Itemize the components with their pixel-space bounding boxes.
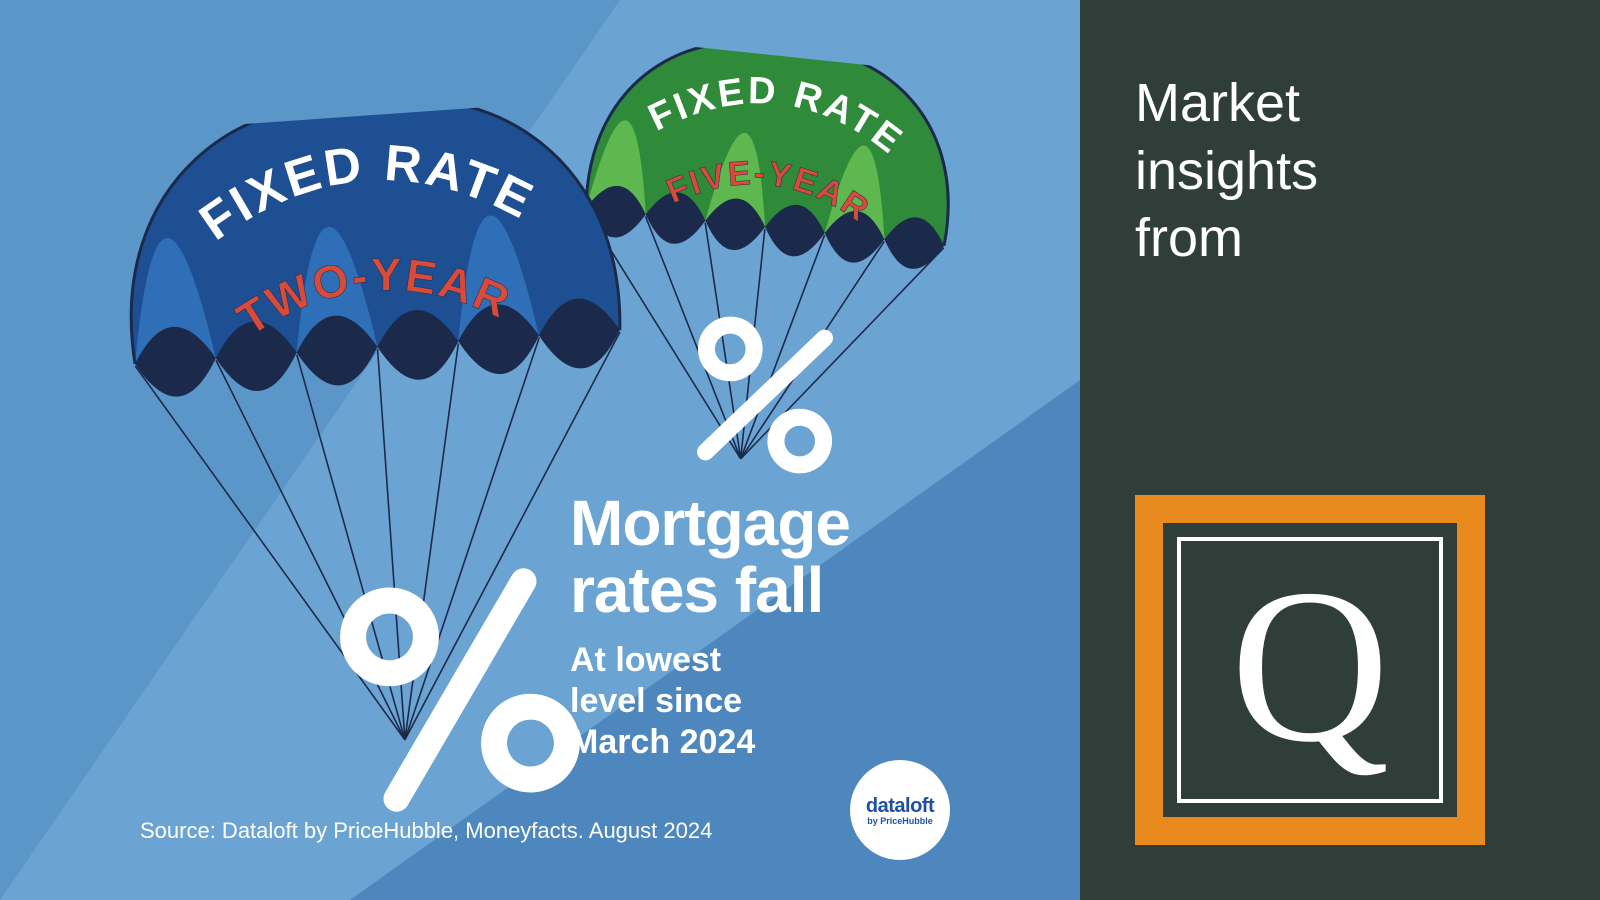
subheadline: At lowest level since March 2024 — [570, 640, 755, 762]
side-heading-line1: Market — [1135, 70, 1318, 138]
side-heading: Market insights from — [1135, 70, 1318, 273]
sub-line1: At lowest — [570, 640, 755, 681]
brand-logo: Q — [1135, 495, 1485, 845]
side-panel: Market insights from Q — [1080, 0, 1600, 900]
dataloft-logo-text: dataloft — [866, 795, 934, 818]
main-panel: FIXED RATE FIVE-YEAR FIXED RATE TWO-YEAR — [0, 0, 1080, 900]
headline: Mortgage rates fall — [570, 490, 850, 624]
headline-line1: Mortgage — [570, 490, 850, 557]
side-heading-line2: insights — [1135, 138, 1318, 206]
headline-line2: rates fall — [570, 557, 850, 624]
sub-line2: level since — [570, 681, 755, 722]
logo-letter: Q — [1231, 556, 1390, 776]
sub-line3: March 2024 — [570, 722, 755, 763]
dataloft-badge: dataloft by PriceHubble — [850, 760, 950, 860]
source-attribution: Source: Dataloft by PriceHubble, Moneyfa… — [140, 818, 712, 844]
side-heading-line3: from — [1135, 205, 1318, 273]
dataloft-logo-sub: by PriceHubble — [867, 816, 933, 826]
infographic-stage: FIXED RATE FIVE-YEAR FIXED RATE TWO-YEAR — [0, 0, 1600, 900]
